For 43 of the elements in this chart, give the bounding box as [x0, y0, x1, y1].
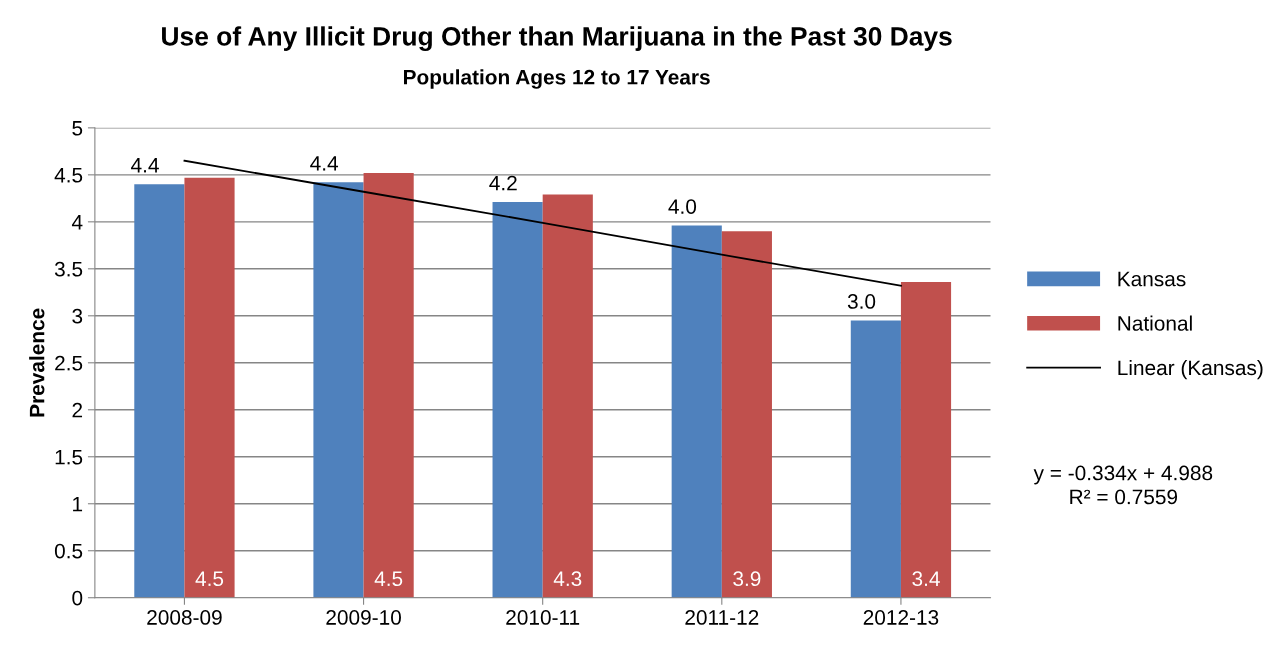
y-tick-label: 4.5 [54, 168, 83, 183]
bar [492, 202, 543, 598]
data-label: 4.3 [553, 571, 582, 587]
y-tick-label: 1.5 [55, 449, 83, 465]
y-tick-label: 2 [72, 402, 83, 418]
data-label: 4.4 [131, 158, 159, 173]
bar [184, 177, 235, 598]
y-tick-label: 2.5 [55, 355, 83, 371]
legend-label: Linear (Kansas) [1118, 359, 1263, 380]
chart-title: Use of Any Illicit Drug Other than Marijuana in the Past 30 Days [162, 26, 952, 52]
y-tick-label: 3.5 [54, 261, 83, 277]
x-tick-label: 2009-10 [326, 610, 401, 625]
x-tick-label: 2010-11 [506, 610, 580, 625]
bar [850, 320, 901, 598]
legend-label: National [1118, 315, 1192, 331]
y-tick-label: 0.5 [54, 543, 83, 559]
y-tick-label: 5 [72, 121, 83, 136]
data-label: 4.5 [195, 571, 224, 587]
x-tick-label: 2011-12 [685, 610, 759, 625]
x-tick-label: 2008-09 [147, 610, 222, 625]
bar [721, 231, 772, 598]
bar [671, 225, 722, 598]
bar [542, 194, 593, 598]
data-label: 3.9 [733, 571, 761, 587]
y-tick-label: 0 [72, 590, 83, 606]
bar [134, 184, 185, 598]
y-axis-title: Prevalence [29, 308, 45, 417]
bar [313, 182, 364, 598]
data-label: 3.4 [912, 571, 940, 587]
data-label: 4.5 [374, 571, 403, 587]
x-tick-label: 2012-13 [863, 610, 939, 625]
legend-label: Kansas [1118, 271, 1186, 287]
data-label: 3.0 [847, 294, 876, 309]
chart-subtitle: Population Ages 12 to 17 Years [404, 69, 710, 89]
bar [900, 281, 952, 598]
text: y = -0.334x + 4.988 R² = 0.7559 [1033, 465, 1213, 505]
y-tick-label: 3 [72, 308, 83, 324]
data-label: 4.0 [668, 199, 697, 214]
data-label: 4.2 [489, 175, 517, 191]
y-tick-label: 1 [73, 496, 83, 512]
data-label: 4.4 [310, 156, 339, 171]
bar [363, 172, 414, 598]
y-tick-label: 4 [71, 215, 83, 230]
